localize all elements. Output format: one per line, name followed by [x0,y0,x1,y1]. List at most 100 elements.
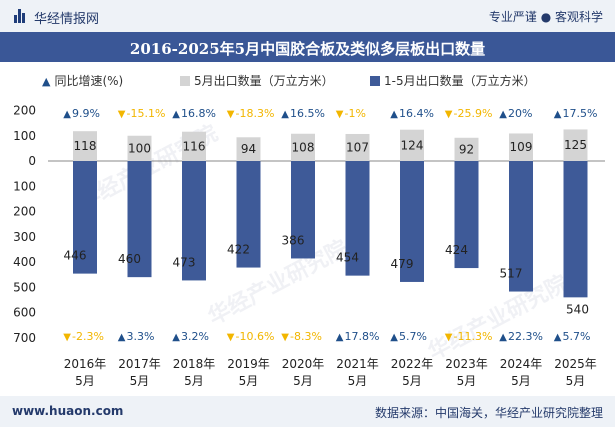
cumulative-value-label: 479 [391,257,414,271]
yoy-cumulative-label: 22.3% [508,330,543,343]
triangle-up-icon: ▲ [554,332,562,343]
x-category-label: 2018年 [173,357,216,371]
x-category-label: 5月 [293,374,313,388]
yoy-down-annotation: ▼ -15.1% [118,107,166,120]
y-tick-label: 200 [13,104,36,118]
yoy-month-label: 20% [508,107,532,120]
yoy-down-annotation: ▼ -1% [336,107,366,120]
cumulative-bar [400,161,424,282]
month-bar [236,137,261,161]
x-category-label: 5月 [130,374,150,388]
yoy-month-label: -18.3% [236,107,275,120]
legend-yoy: ▲ 同比增速(%) [42,72,123,89]
month-bar [291,133,315,161]
month-bar [73,131,97,161]
cumulative-bar [236,161,261,268]
month-value-label: 94 [241,142,256,156]
month-value-label: 118 [74,139,97,153]
yoy-month-label: 16.5% [290,107,325,120]
month-value-label: 124 [401,138,424,152]
triangle-down-icon: ▼ [445,332,453,343]
yoy-month-label: -25.9% [454,107,493,120]
yoy-down-annotation: ▼ -18.3% [227,107,275,120]
cumulative-value-label: 386 [282,233,305,247]
yoy-up-annotation: ▲ 22.3% [499,330,543,343]
month-bar [563,129,588,161]
cumulative-bar [454,161,479,269]
triangle-down-icon: ▼ [445,109,453,120]
yoy-cumulative-label: -2.3% [72,330,104,343]
cumulative-bar [291,161,315,259]
legend-month-swatch [180,76,190,86]
yoy-month-label: 16.8% [181,107,216,120]
triangle-up-icon: ▲ [390,109,398,120]
y-tick-label: 500 [13,280,36,294]
x-category-label: 2016年 [64,357,107,371]
y-tick-label: 300 [13,230,36,244]
cumulative-bar [563,161,588,298]
yoy-up-annotation: ▲ 5.7% [390,330,427,343]
x-category-label: 2024年 [500,357,543,371]
cumulative-bar [182,161,206,281]
cumulative-value-label: 540 [566,302,589,316]
legend-cumulative: 1-5月出口数量（万立方米） [370,72,536,89]
yoy-down-annotation: ▼ -10.6% [227,330,275,343]
yoy-up-annotation: ▲ 16.5% [281,107,325,120]
title-bar: 2016-2025年5月中国胶合板及类似多层板出口数量 [0,32,615,62]
cumulative-value-label: 473 [173,255,196,269]
logo-icon [14,9,26,23]
triangle-down-icon: ▼ [118,109,126,120]
yoy-up-annotation: ▲ 16.4% [390,107,434,120]
y-tick-label: 600 [13,306,36,320]
yoy-up-annotation: ▲ 16.8% [172,107,216,120]
x-category-label: 5月 [239,374,259,388]
triangle-down-icon: ▼ [227,109,235,120]
site-url: www.huaon.com [12,404,124,418]
month-bar [509,133,533,161]
triangle-up-icon: ▲ [63,109,71,120]
month-value-label: 108 [292,140,315,154]
cumulative-value-label: 424 [445,243,468,257]
yoy-month-label: 16.4% [399,107,434,120]
cumulative-value-label: 454 [336,251,359,265]
triangle-up-icon: ▲ [499,332,507,343]
yoy-down-annotation: ▼ -25.9% [445,107,493,120]
triangle-down-icon: ▼ [281,332,289,343]
legend-cumulative-label: 1-5月出口数量（万立方米） [384,74,536,88]
cumulative-value-label: 517 [500,267,523,281]
y-tick-label: 400 [13,255,36,269]
month-bar [182,131,206,161]
chart-title: 2016-2025年5月中国胶合板及类似多层板出口数量 [129,40,486,58]
cumulative-bar [345,161,370,276]
x-category-label: 5月 [348,374,368,388]
yoy-down-annotation: ▼ -8.3% [281,330,322,343]
month-bar [127,135,152,161]
x-category-label: 5月 [511,374,531,388]
cumulative-bar [509,161,533,292]
cumulative-bar [127,161,152,278]
brand-name: 华经情报网 [34,12,100,27]
x-category-label: 5月 [402,374,422,388]
yoy-cumulative-label: -10.6% [236,330,275,343]
month-value-label: 125 [564,138,587,152]
yoy-up-annotation: ▲ 3.3% [118,330,155,343]
cumulative-value-label: 422 [227,243,250,257]
x-category-label: 2022年 [391,357,434,371]
yoy-month-label: -15.1% [127,107,166,120]
top-bar: 华经情报网 专业严谨 ● 客观科学 [0,0,615,32]
month-value-label: 100 [128,141,151,155]
y-tick-label: 0 [28,154,36,168]
yoy-up-annotation: ▲ 17.5% [554,107,598,120]
triangle-up-icon: ▲ [42,75,51,88]
tagline: 专业严谨 ● 客观科学 [488,10,603,24]
yoy-down-annotation: ▼ -11.3% [445,330,493,343]
yoy-month-label: 17.5% [563,107,598,120]
x-category-label: 2017年 [118,357,161,371]
x-category-label: 2025年 [554,357,597,371]
triangle-down-icon: ▼ [336,109,344,120]
yoy-cumulative-label: -11.3% [454,330,493,343]
yoy-cumulative-label: 5.7% [399,330,427,343]
y-tick-label: 700 [13,331,36,345]
yoy-down-annotation: ▼ -2.3% [63,330,104,343]
triangle-down-icon: ▼ [63,332,71,343]
